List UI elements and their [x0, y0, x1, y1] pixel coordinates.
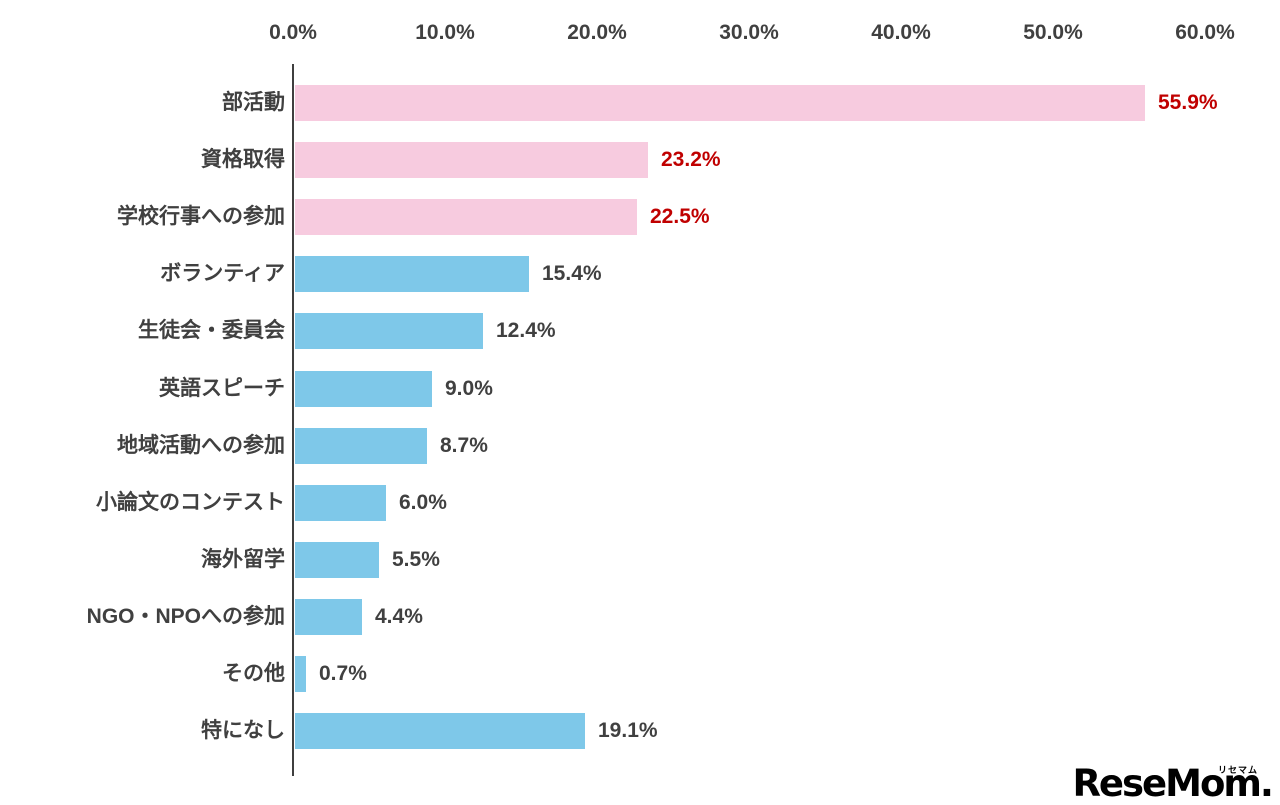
bar	[295, 256, 529, 292]
bar-value-label: 22.5%	[650, 205, 710, 228]
category-label: 部活動	[222, 91, 285, 114]
bar-value-label: 0.7%	[319, 662, 367, 685]
x-axis-tick-label: 10.0%	[415, 21, 475, 44]
category-label: 英語スピーチ	[159, 377, 285, 400]
bar-value-label: 23.2%	[661, 148, 721, 171]
bar-value-label: 4.4%	[375, 605, 423, 628]
x-axis-tick-label: 0.0%	[269, 21, 317, 44]
category-label: 資格取得	[201, 148, 285, 171]
bar	[295, 313, 483, 349]
bar-value-label: 5.5%	[392, 548, 440, 571]
resemom-logo: リセマム ReseMom.	[1072, 762, 1274, 805]
category-label: 特になし	[201, 719, 285, 742]
x-axis-tick-label: 30.0%	[719, 21, 779, 44]
bar	[295, 199, 637, 235]
bar	[295, 428, 427, 464]
bar	[295, 142, 648, 178]
bar-value-label: 6.0%	[399, 491, 447, 514]
bar-value-label: 8.7%	[440, 434, 488, 457]
bar	[295, 485, 386, 521]
x-axis-tick-label: 60.0%	[1175, 21, 1235, 44]
category-label: 海外留学	[201, 548, 285, 571]
bar	[295, 656, 306, 692]
category-label: 地域活動への参加	[117, 434, 285, 457]
bar-value-label: 12.4%	[496, 319, 556, 342]
category-label: ボランティア	[160, 262, 285, 285]
bar	[295, 599, 362, 635]
bar-value-label: 19.1%	[598, 719, 658, 742]
bar	[295, 85, 1145, 121]
category-label: その他	[222, 662, 285, 685]
bar	[295, 371, 432, 407]
bar	[295, 542, 379, 578]
bar-value-label: 9.0%	[445, 377, 493, 400]
x-axis-tick-label: 40.0%	[871, 21, 931, 44]
bar	[295, 713, 585, 749]
y-axis-line	[292, 64, 294, 776]
bar-value-label: 55.9%	[1158, 91, 1218, 114]
category-label: 小論文のコンテスト	[96, 491, 285, 514]
category-label: 生徒会・委員会	[138, 319, 285, 342]
x-axis-tick-label: 20.0%	[567, 21, 627, 44]
resemom-logo-text: ReseMom.	[1072, 762, 1274, 805]
category-label: NGO・NPOへの参加	[86, 605, 285, 628]
x-axis-tick-label: 50.0%	[1023, 21, 1083, 44]
category-label: 学校行事への参加	[117, 205, 285, 228]
bar-value-label: 15.4%	[542, 262, 602, 285]
resemom-logo-ruby: リセマム	[1217, 765, 1258, 776]
